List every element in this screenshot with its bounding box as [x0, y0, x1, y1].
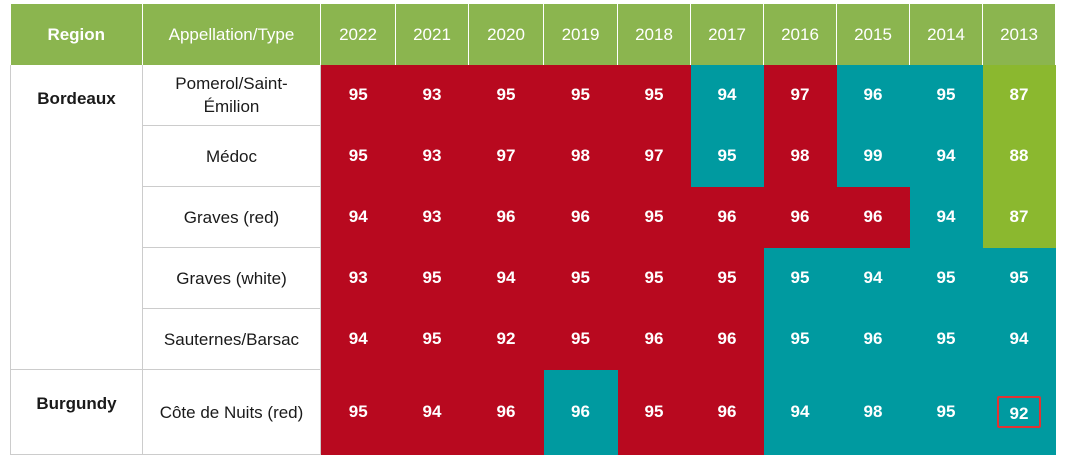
score-cell: 95: [320, 125, 396, 187]
score-cell: 95: [982, 247, 1056, 309]
score-cell: 96: [690, 186, 764, 248]
highlighted-score: 92: [997, 396, 1041, 428]
table-row: Burgundy Côte de Nuits (red) 95 94 96 96 95 96 9…: [10, 369, 1056, 455]
score-cell: 95: [543, 247, 618, 309]
score-cell: 97: [763, 65, 837, 126]
score-cell: 94: [982, 308, 1056, 370]
score-cell: 95: [617, 369, 691, 455]
score-cell: 96: [836, 65, 910, 126]
column-header-year: 2018: [617, 4, 691, 65]
score-cell: 95: [909, 308, 983, 370]
score-cell: 97: [617, 125, 691, 187]
vintage-score-table: Region Appellation/Type 2022 2021 2020 2019 20…: [10, 4, 1056, 455]
score-cell: 95: [395, 308, 469, 370]
score-cell: 96: [543, 369, 618, 455]
column-header-region: Region: [10, 4, 143, 65]
score-cell: 94: [395, 369, 469, 455]
score-cell: 94: [763, 369, 837, 455]
column-header-year: 2020: [468, 4, 544, 65]
score-cell: 87: [982, 186, 1056, 248]
score-cell: 96: [468, 369, 544, 455]
score-cell: 99: [836, 125, 910, 187]
table-row: Graves (white) 93 95 94 95 95 95 95 94 95 95: [11, 247, 1056, 309]
score-cell: 95: [763, 308, 837, 370]
score-cell: 96: [543, 186, 618, 248]
score-cell: 94: [468, 247, 544, 309]
score-cell: 93: [395, 65, 469, 126]
score-cell: 98: [763, 125, 837, 187]
score-cell: 95: [690, 247, 764, 309]
score-cell: 94: [909, 186, 983, 248]
column-header-year: 2016: [763, 4, 837, 65]
column-header-year: 2021: [395, 4, 469, 65]
column-header-year: 2013: [982, 4, 1056, 65]
score-cell: 87: [982, 65, 1056, 126]
header-row: Region Appellation/Type 2022 2021 2020 2019 20…: [10, 4, 1056, 65]
score-cell: 95: [617, 65, 691, 126]
column-header-year: 2014: [909, 4, 983, 65]
appellation-cell: Médoc: [142, 125, 321, 187]
score-cell: 96: [836, 308, 910, 370]
score-cell: 92: [982, 369, 1056, 455]
table-row: Médoc 95 93 97 98 97 95 98 99 94 88: [11, 125, 1056, 187]
table-row: Sauternes/Barsac 94 95 92 95 96 96 95 96 95 94: [11, 308, 1056, 370]
score-cell: 96: [763, 186, 837, 248]
score-cell: 96: [836, 186, 910, 248]
score-cell: 95: [617, 186, 691, 248]
score-cell: 95: [763, 247, 837, 309]
score-cell: 92: [468, 308, 544, 370]
appellation-cell: Pomerol/Saint-Émilion: [142, 65, 321, 126]
score-cell: 94: [320, 308, 396, 370]
region-cell: Burgundy: [10, 369, 143, 455]
score-cell: 95: [909, 65, 983, 126]
column-header-appellation: Appellation/Type: [142, 4, 321, 65]
score-cell: 95: [468, 65, 544, 126]
appellation-cell: Graves (red): [142, 186, 321, 248]
column-header-year: 2019: [543, 4, 618, 65]
table-header: Region Appellation/Type 2022 2021 2020 2019 20…: [10, 4, 1056, 65]
score-cell: 95: [543, 308, 618, 370]
score-cell: 98: [836, 369, 910, 455]
table-body: Bordeaux Pomerol/Saint-Émilion 95 93 95 95 95 9…: [10, 65, 1056, 455]
column-header-year: 2022: [320, 4, 396, 65]
score-cell: 93: [320, 247, 396, 309]
score-cell: 95: [617, 247, 691, 309]
column-header-year: 2017: [690, 4, 764, 65]
score-cell: 95: [320, 369, 396, 455]
score-cell: 93: [395, 186, 469, 248]
score-cell: 94: [836, 247, 910, 309]
appellation-cell: Sauternes/Barsac: [142, 308, 321, 370]
column-header-year: 2015: [836, 4, 910, 65]
score-cell: 96: [690, 308, 764, 370]
region-cell: Bordeaux: [10, 65, 143, 370]
score-cell: 95: [320, 65, 396, 126]
score-cell: 93: [395, 125, 469, 187]
vintage-chart-container: Region Appellation/Type 2022 2021 2020 2019 20…: [10, 4, 1056, 455]
score-cell: 94: [909, 125, 983, 187]
score-cell: 96: [468, 186, 544, 248]
score-cell: 95: [909, 247, 983, 309]
score-cell: 95: [395, 247, 469, 309]
score-cell: 88: [982, 125, 1056, 187]
table-row: Bordeaux Pomerol/Saint-Émilion 95 93 95 95 95 9…: [10, 65, 1056, 370]
score-cell: 95: [690, 125, 764, 187]
score-cell: 96: [617, 308, 691, 370]
table-row: Graves (red) 94 93 96 96 95 96 96 96 94 87: [11, 186, 1056, 248]
score-cell: 97: [468, 125, 544, 187]
score-cell: 94: [690, 65, 764, 126]
score-cell: 98: [543, 125, 618, 187]
score-cell: 96: [690, 369, 764, 455]
score-cell: 95: [543, 65, 618, 126]
score-cell: 95: [909, 369, 983, 455]
score-cell: 94: [320, 186, 396, 248]
appellation-cell: Graves (white): [142, 247, 321, 309]
appellation-cell: Côte de Nuits (red): [142, 369, 321, 455]
